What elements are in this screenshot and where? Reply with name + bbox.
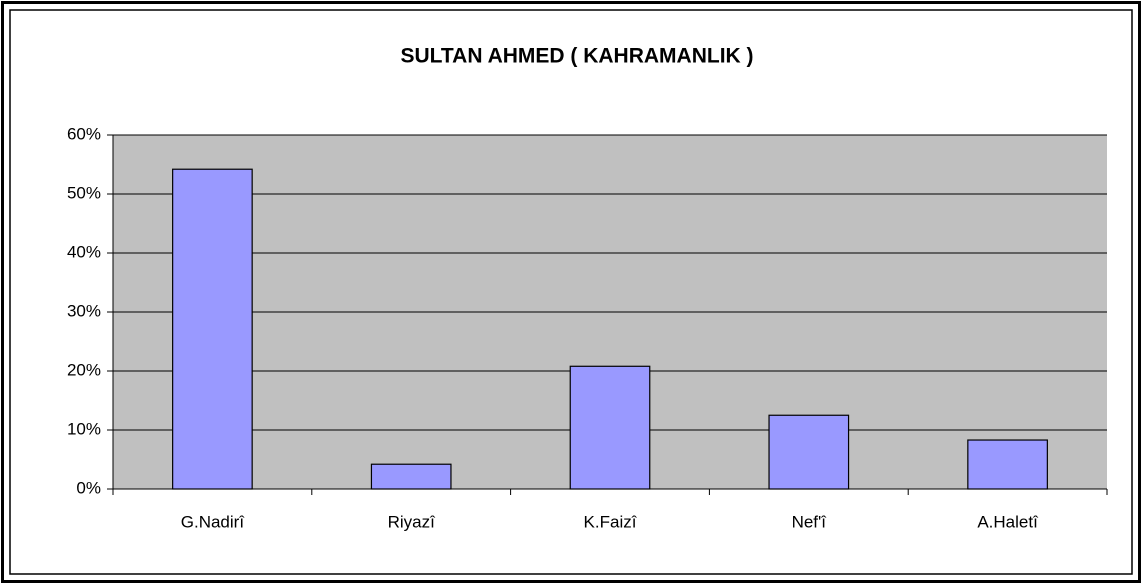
y-tick-label: 10% — [67, 419, 101, 438]
x-tick-label: K.Faizî — [584, 512, 638, 531]
y-tick-label: 60% — [67, 124, 101, 143]
bar — [172, 168, 253, 490]
x-tick-label: Nef'î — [792, 512, 828, 531]
x-tick-label: G.Nadirî — [181, 512, 246, 531]
y-tick-label: 50% — [67, 183, 101, 202]
x-tick-label: Riyazî — [388, 512, 437, 531]
bar — [967, 439, 1048, 490]
y-tick-label: 30% — [67, 301, 101, 320]
inner-frame — [9, 9, 1133, 575]
bar — [370, 463, 452, 490]
bar — [569, 365, 651, 490]
y-tick-label: 0% — [76, 478, 101, 497]
bar — [768, 414, 850, 490]
x-tick-label: A.Haletî — [977, 512, 1039, 531]
y-tick-label: 40% — [67, 242, 101, 261]
y-tick-label: 20% — [67, 360, 101, 379]
chart-title: SULTAN AHMED ( KAHRAMANLIK ) — [400, 45, 753, 68]
